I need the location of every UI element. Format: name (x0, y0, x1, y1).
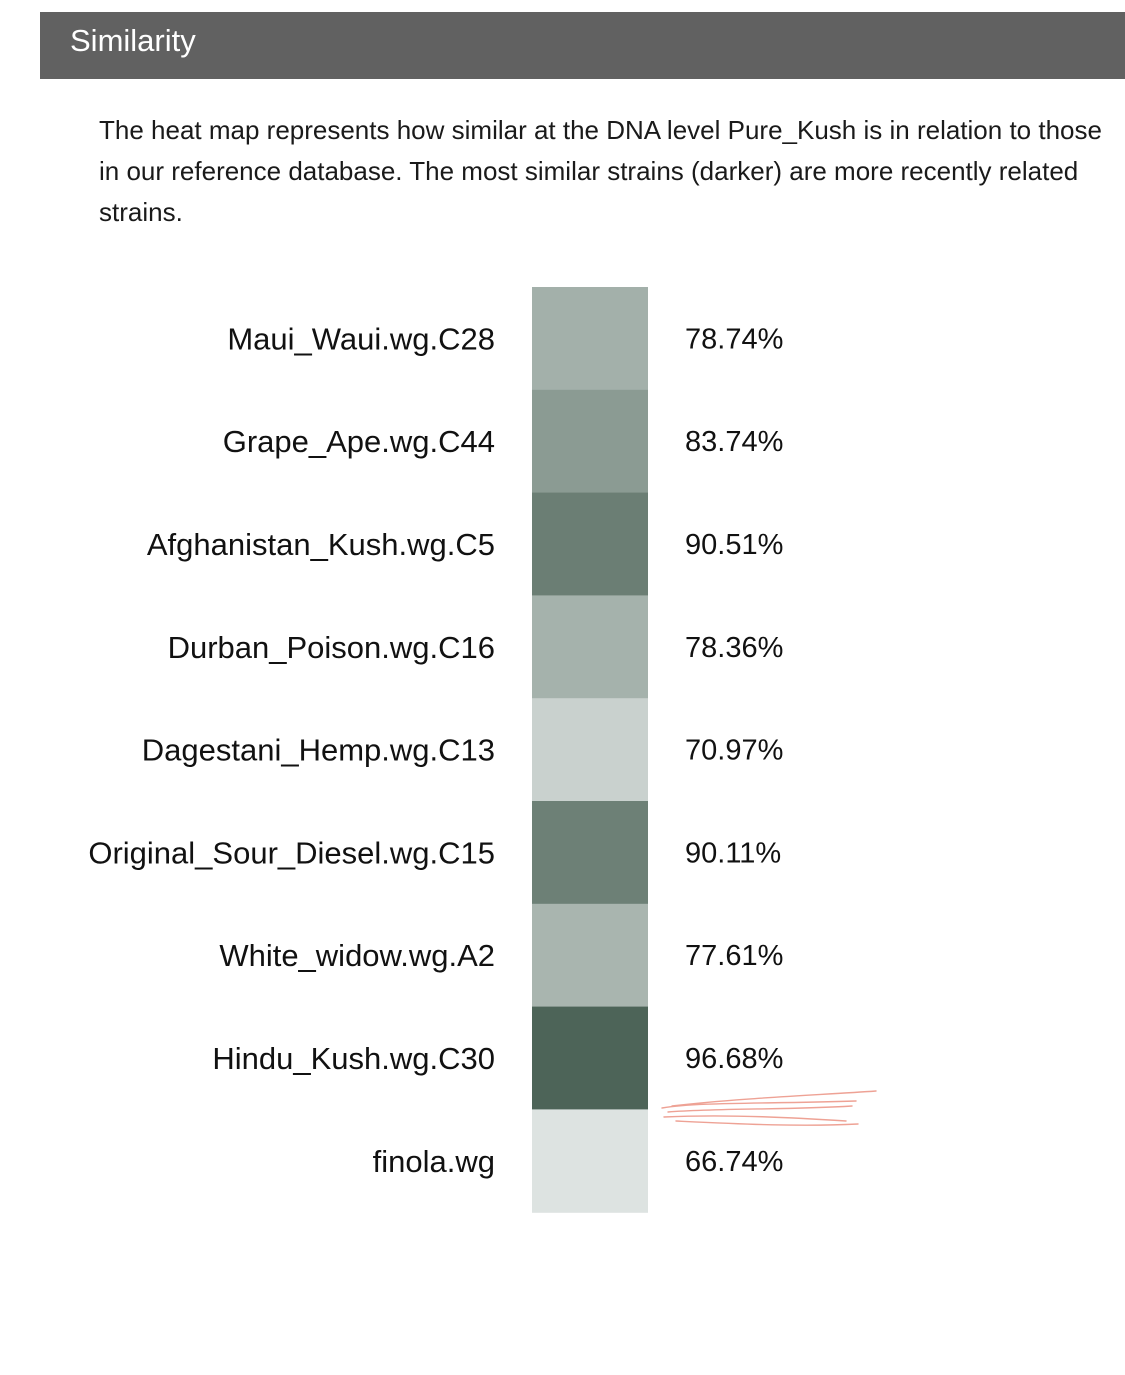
heatmap-cell (532, 698, 648, 802)
section-title: Similarity (70, 23, 196, 58)
row-value: 77.61% (685, 940, 783, 972)
heatmap-cell (532, 595, 648, 699)
row-value: 96.68% (685, 1043, 783, 1075)
row-label: Grape_Ape.wg.C44 (223, 424, 495, 459)
row-value: 78.74% (685, 323, 783, 355)
section-header: Similarity (40, 12, 1125, 79)
row-value: 66.74% (685, 1146, 783, 1178)
heatmap-cell (532, 1006, 648, 1110)
heatmap-cell (532, 492, 648, 596)
row-value: 83.74% (685, 426, 783, 458)
row-label: White_widow.wg.A2 (219, 938, 495, 973)
heatmap-cell (532, 903, 648, 1008)
row-value: 90.51% (685, 529, 783, 561)
row-value: 90.11% (685, 837, 781, 869)
scribble-mark (661, 1090, 877, 1126)
heatmap-cell (532, 1109, 648, 1213)
row-label: Hindu_Kush.wg.C30 (212, 1041, 495, 1076)
row-label: Dagestani_Hemp.wg.C13 (142, 733, 495, 768)
heatmap-cell (532, 389, 648, 494)
intro-text: The heat map represents how similar at t… (99, 115, 1102, 227)
row-label: Original_Sour_Diesel.wg.C15 (88, 835, 495, 870)
row-label: Afghanistan_Kush.wg.C5 (147, 527, 495, 562)
row-value: 70.97% (685, 735, 783, 767)
row-label: Maui_Waui.wg.C28 (227, 321, 495, 356)
heatmap-cell (532, 801, 648, 905)
row-label: Durban_Poison.wg.C16 (168, 630, 495, 665)
heatmap-cell (532, 287, 648, 391)
row-value: 78.36% (685, 632, 783, 664)
row-label: finola.wg (373, 1144, 495, 1179)
